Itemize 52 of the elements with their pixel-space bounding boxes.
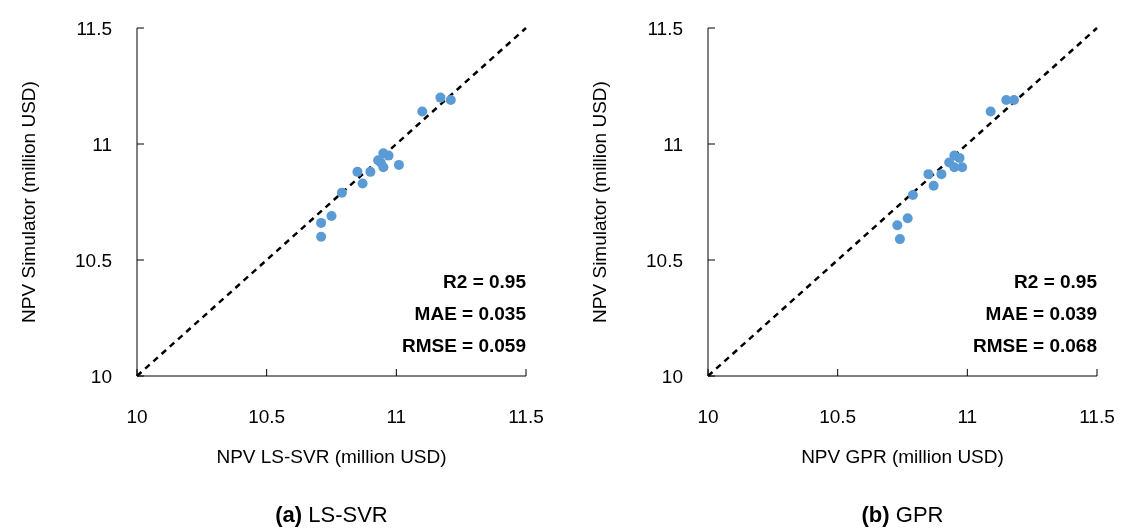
- point: [357, 178, 368, 189]
- point: [936, 169, 947, 180]
- annotation: R2 = 0.95: [443, 271, 527, 292]
- point: [316, 231, 327, 242]
- annotation: RMSE = 0.059: [401, 335, 526, 356]
- y-tick-label: 10.5: [646, 250, 683, 271]
- point: [417, 106, 428, 117]
- point: [954, 152, 965, 163]
- y-axis-title: NPV Simulator (million USD): [589, 81, 610, 323]
- point: [378, 162, 389, 173]
- point: [435, 92, 446, 103]
- y-tick-label: 11: [92, 134, 112, 155]
- point: [902, 213, 913, 224]
- x-tick-label: 10.5: [819, 406, 857, 427]
- point: [383, 150, 394, 161]
- y-axis-title: NPV Simulator (million USD): [18, 81, 39, 323]
- x-tick-label: 10: [697, 406, 719, 427]
- point: [352, 166, 363, 177]
- x-tick-label: 11.5: [1079, 406, 1115, 427]
- x-tick-label: 11: [957, 406, 978, 427]
- x-axis-title: NPV LS-SVR (million USD): [216, 446, 447, 467]
- point: [928, 180, 939, 191]
- x-tick-label: 11: [386, 406, 407, 427]
- point: [957, 162, 968, 173]
- annotation: R2 = 0.95: [1014, 271, 1098, 292]
- point: [326, 210, 337, 221]
- point: [316, 217, 327, 228]
- point: [892, 220, 903, 231]
- point: [336, 187, 347, 198]
- text: (a) LS-SVR: [275, 502, 388, 527]
- annotation: MAE = 0.035: [414, 303, 527, 324]
- annotation: RMSE = 0.068: [972, 335, 1097, 356]
- y-tick-label: 10.5: [75, 250, 112, 271]
- point: [985, 106, 996, 117]
- x-axis-title: NPV GPR (million USD): [801, 446, 1004, 467]
- y-tick-label: 11.5: [647, 18, 683, 39]
- point: [445, 94, 456, 105]
- point: [1009, 94, 1020, 105]
- point: [923, 169, 934, 180]
- point: [907, 190, 918, 201]
- y-tick-label: 10: [90, 366, 112, 387]
- x-tick-label: 10.5: [248, 406, 286, 427]
- point: [365, 166, 376, 177]
- y-tick-label: 11: [663, 134, 683, 155]
- x-tick-label: 11.5: [508, 406, 544, 427]
- point: [393, 159, 404, 170]
- annotation: MAE = 0.039: [985, 303, 1097, 324]
- y-tick-label: 10: [661, 366, 683, 387]
- y-tick-label: 11.5: [76, 18, 112, 39]
- text: (b) GPR: [861, 502, 944, 527]
- x-tick-label: 10: [126, 406, 148, 427]
- point: [894, 234, 905, 245]
